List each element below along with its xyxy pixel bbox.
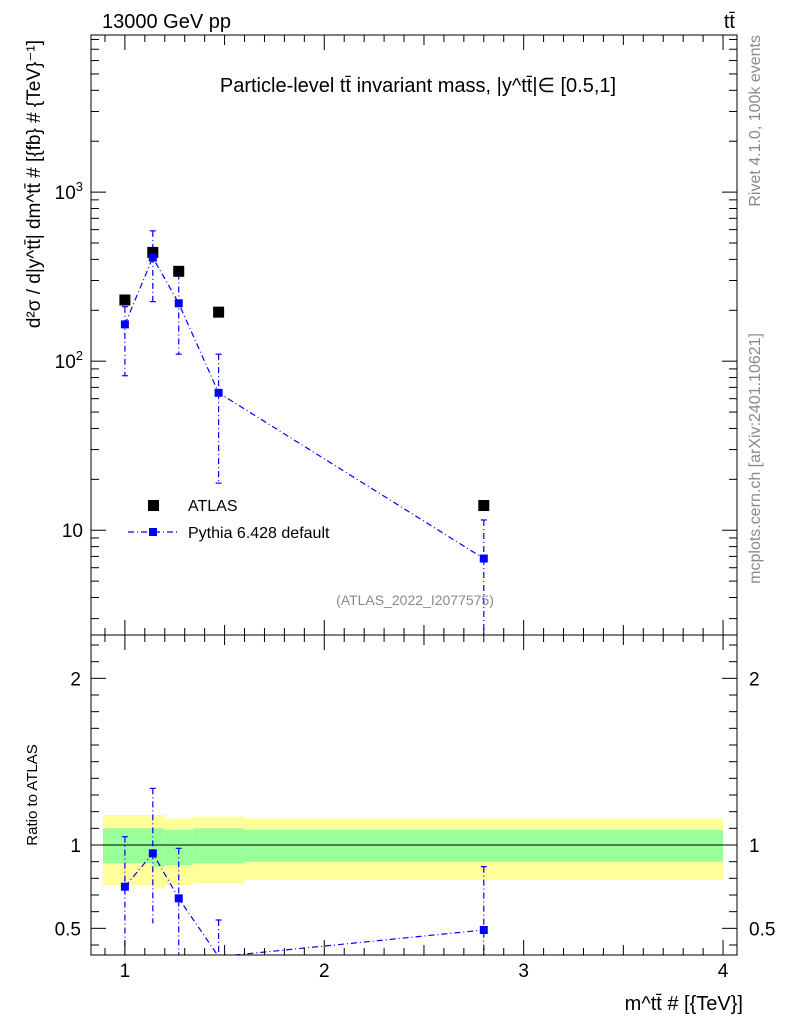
- main-y-tick-label: 103: [55, 179, 83, 204]
- stat-uncertainty-band: [164, 830, 193, 865]
- main-plot-panel: 10 102 103 Particle-level tt̄ invariant ma…: [24, 34, 738, 636]
- ratio-y-tick-label-left: 1: [70, 836, 81, 857]
- ratio-plot-panel: 0.5 0.5 1 1 2 2 1 2 3 4 Ratio to ATLAS m^tt̄ # [{…: [24, 634, 775, 1015]
- main-axis-ticks: 10 102 103: [55, 35, 737, 635]
- pythia-point: [479, 554, 488, 563]
- ratio-frame: [90, 634, 738, 956]
- ratio-y-tick-label-left: 0.5: [55, 919, 81, 940]
- main-y-tick-label: 102: [55, 348, 83, 373]
- stat-uncertainty-band: [192, 828, 245, 864]
- pythia-ratio-point: [148, 849, 157, 858]
- ratio-y-axis-label: Ratio to ATLAS: [24, 744, 41, 845]
- main-frame: [90, 34, 738, 636]
- x-tick-label: 1: [120, 961, 131, 982]
- ratio-y-tick-label-right: 2: [749, 669, 760, 690]
- process-label: tt̄: [724, 11, 736, 33]
- legend-atlas-label: ATLAS: [188, 498, 238, 515]
- legend-pythia-marker: [149, 528, 157, 536]
- pythia-ratio-point: [120, 882, 129, 891]
- ratio-uncertainty-bands: [102, 815, 724, 889]
- rivet-label: Rivet 4.1.0, 100k events: [747, 35, 764, 207]
- legend: ATLAS Pythia 6.428 default: [128, 498, 330, 542]
- x-tick-label: 3: [518, 961, 529, 982]
- analysis-watermark: (ATLAS_2022_I2077575): [336, 592, 494, 608]
- ratio-y-tick-label-right: 1: [749, 836, 760, 857]
- ratio-data-marks: [120, 787, 488, 955]
- energy-label: 13000 GeV pp: [102, 11, 231, 33]
- atlas-point: [478, 500, 490, 512]
- atlas-point: [213, 306, 225, 318]
- x-axis-label: m^tt̄ # [{TeV}]: [625, 993, 743, 1015]
- pythia-ratio-point: [174, 894, 183, 903]
- atlas-point: [119, 294, 131, 306]
- pythia-series-line: [124, 256, 485, 560]
- ratio-clipped-group: [120, 787, 488, 955]
- stat-uncertainty-band: [102, 828, 153, 864]
- stat-uncertainty-band: [152, 828, 165, 867]
- main-y-axis-label: d²σ / d|y^tt̄| dm^tt̄ # [{fb} # {TeV}⁻¹]: [24, 40, 45, 328]
- atlas-point: [173, 265, 185, 277]
- ratio-y-tick-label-left: 2: [70, 669, 81, 690]
- main-title: Particle-level tt̄ invariant mass, |y^tt…: [220, 75, 616, 97]
- ratio-y-tick-label-right: 0.5: [749, 919, 775, 940]
- main-data-marks: [119, 230, 490, 635]
- stat-uncertainty-band: [244, 830, 724, 862]
- pythia-point: [148, 253, 157, 262]
- x-tick-label: 4: [718, 961, 729, 982]
- atlas-point: [147, 246, 159, 258]
- legend-atlas-marker: [148, 500, 159, 511]
- main-y-tick-label: 10: [62, 521, 83, 542]
- ratio-axis-ticks: 0.5 0.5 1 1 2 2 1 2 3 4: [55, 635, 775, 982]
- x-tick-label: 2: [319, 961, 330, 982]
- pythia-point: [174, 299, 183, 308]
- pythia-ratio-point: [479, 926, 488, 934]
- pythia-point: [120, 320, 129, 329]
- mcplots-label: mcplots.cern.ch [arXiv:2401.10621]: [747, 333, 764, 584]
- legend-pythia-label: Pythia 6.428 default: [188, 525, 330, 542]
- pythia-point: [214, 388, 223, 397]
